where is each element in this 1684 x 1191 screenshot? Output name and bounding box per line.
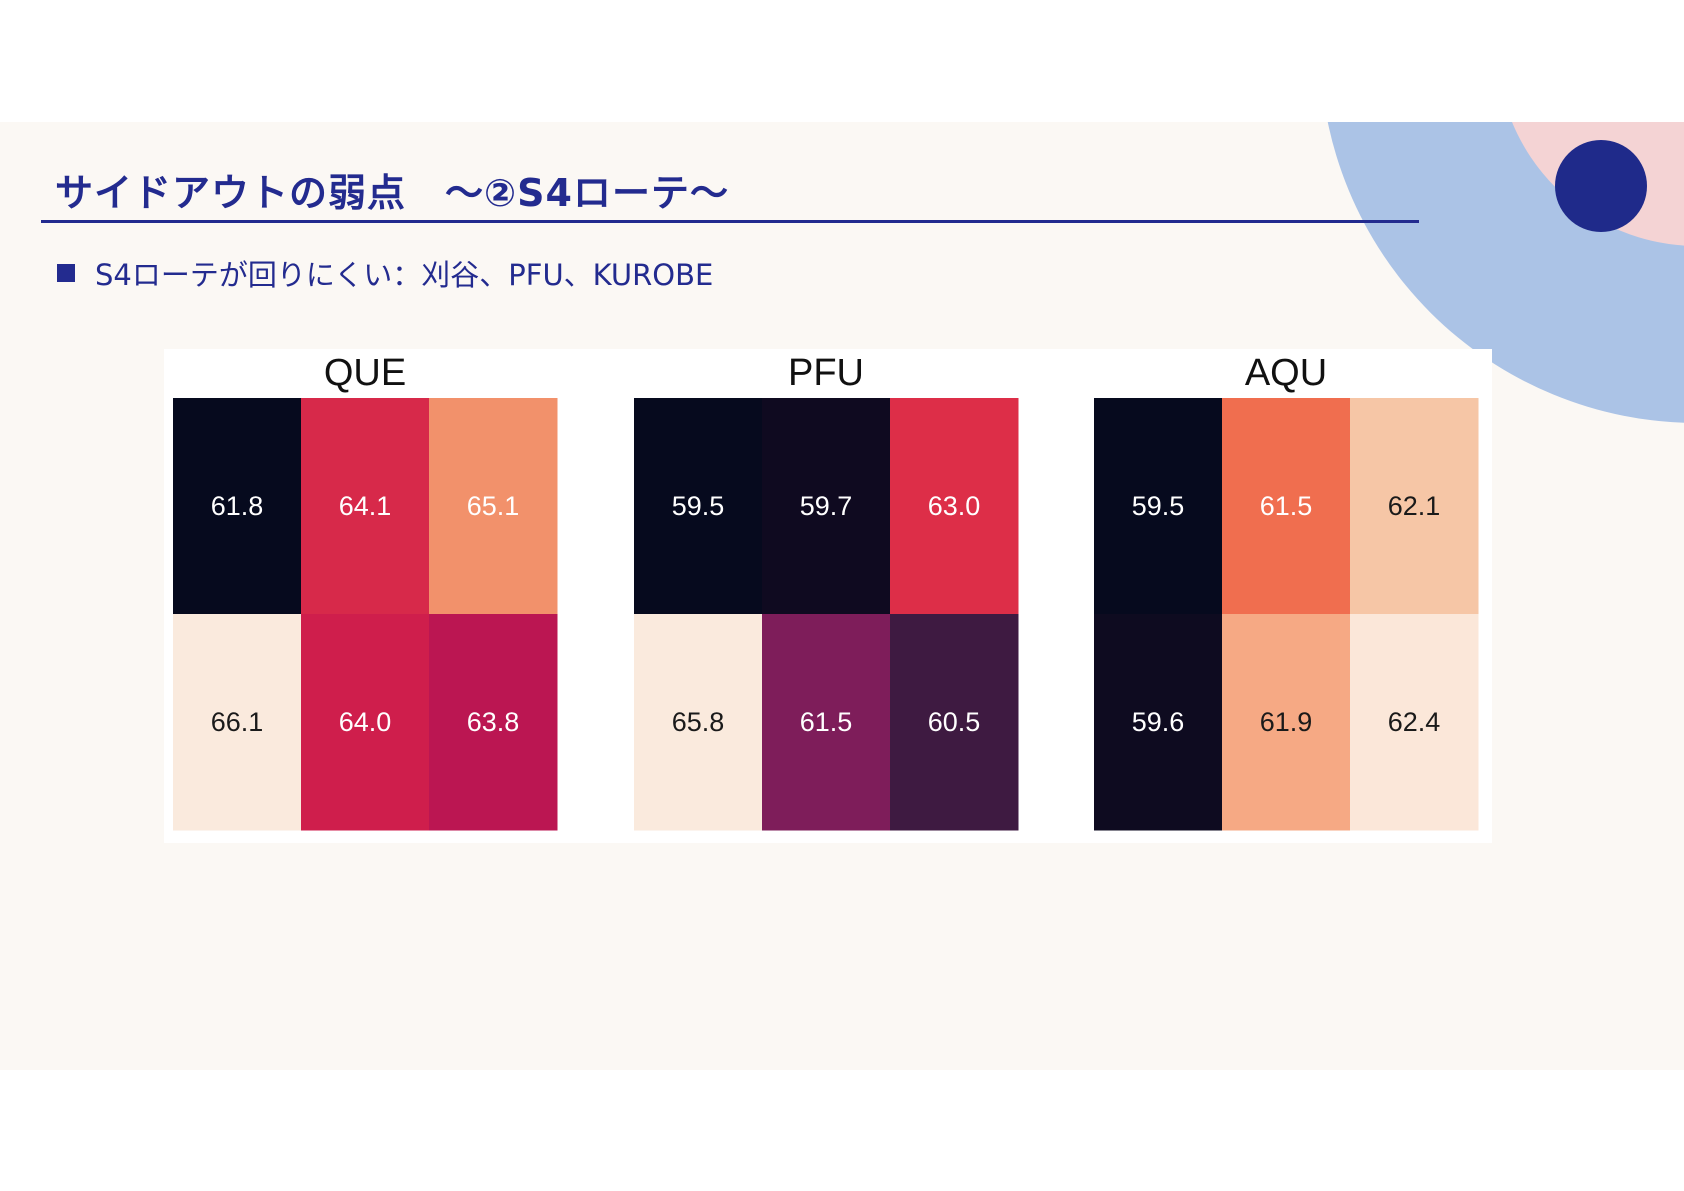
cell-value-label: 64.0	[339, 707, 392, 737]
cell-value-label: 63.0	[928, 491, 981, 521]
cell-value-label: 59.7	[800, 491, 853, 521]
heatmap-cell	[301, 398, 430, 615]
heatmap-aqu: AQU 59.5 61.5 62.1 59.6 61.9 62.4	[1094, 352, 1479, 831]
cell-value-label: 59.5	[672, 491, 725, 521]
heatmap-cell	[762, 398, 891, 615]
heatmap-cell	[1350, 398, 1479, 615]
cell-value-label: 61.5	[1260, 491, 1313, 521]
title-divider	[41, 220, 1419, 223]
heatmap-cell	[634, 398, 763, 615]
heatmap-cell	[173, 614, 302, 831]
cell-value-label: 62.4	[1388, 707, 1441, 737]
slide: サイドアウトの弱点 ～②S4ローテ～ S4ローテが回りにくい：刈谷、PFU、KU…	[0, 122, 1684, 1070]
heatmap-cell	[890, 614, 1019, 831]
deco-navy-dot	[1555, 140, 1647, 232]
heatmap-cell	[1094, 614, 1223, 831]
heatmap-title: PFU	[788, 352, 864, 394]
cell-value-label: 64.1	[339, 491, 392, 521]
heatmap-cell	[1094, 398, 1223, 615]
cell-value-label: 59.5	[1132, 491, 1185, 521]
heatmap-cell	[1350, 614, 1479, 831]
cell-value-label: 61.9	[1260, 707, 1313, 737]
heatmaps-svg: QUE 61.8 64.1 65.1 66.1 64.0 63.8 PFU 59.5 59.7 63…	[173, 352, 1479, 831]
slide-title: サイドアウトの弱点 ～②S4ローテ～	[55, 171, 729, 215]
cell-value-label: 62.1	[1388, 491, 1441, 521]
heatmap-cell	[173, 398, 302, 615]
heatmap-cell	[1222, 398, 1351, 615]
corner-decoration	[1327, 122, 1684, 423]
cell-value-label: 61.8	[211, 491, 264, 521]
bullet-square-icon	[57, 264, 75, 282]
heatmap-pfu: PFU 59.5 59.7 63.0 65.8 61.5 60.5	[634, 352, 1019, 831]
heatmap-title: AQU	[1245, 352, 1327, 394]
heatmap-cell	[1222, 614, 1351, 831]
bullet-text: S4ローテが回りにくい：刈谷、PFU、KUROBE	[95, 258, 714, 292]
cell-value-label: 61.5	[800, 707, 853, 737]
heatmap-cell	[890, 398, 1019, 615]
cell-value-label: 65.8	[672, 707, 725, 737]
cell-value-label: 65.1	[467, 491, 520, 521]
heatmap-panel: QUE 61.8 64.1 65.1 66.1 64.0 63.8 PFU 59.5 59.7 63…	[164, 349, 1492, 843]
cell-value-label: 66.1	[211, 707, 264, 737]
cell-value-label: 59.6	[1132, 707, 1185, 737]
heatmap-cell	[634, 614, 763, 831]
cell-value-label: 63.8	[467, 707, 520, 737]
heatmap-title: QUE	[324, 352, 406, 394]
cell-value-label: 60.5	[928, 707, 981, 737]
heatmap-cell	[301, 614, 430, 831]
heatmap-cell	[762, 614, 891, 831]
heatmap-cell	[429, 398, 558, 615]
heatmap-cell	[429, 614, 558, 831]
heatmap-que: QUE 61.8 64.1 65.1 66.1 64.0 63.8	[173, 352, 558, 831]
bullet-item: S4ローテが回りにくい：刈谷、PFU、KUROBE	[57, 252, 713, 294]
